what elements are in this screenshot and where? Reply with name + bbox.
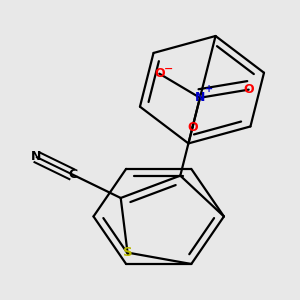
Text: N: N [31, 150, 41, 163]
Text: −: − [164, 64, 173, 74]
Text: N: N [195, 91, 205, 104]
Text: S: S [123, 246, 132, 259]
Text: O: O [243, 83, 254, 96]
Text: C: C [68, 168, 77, 181]
Text: +: + [205, 84, 213, 94]
Text: O: O [187, 121, 198, 134]
Text: O: O [154, 67, 165, 80]
